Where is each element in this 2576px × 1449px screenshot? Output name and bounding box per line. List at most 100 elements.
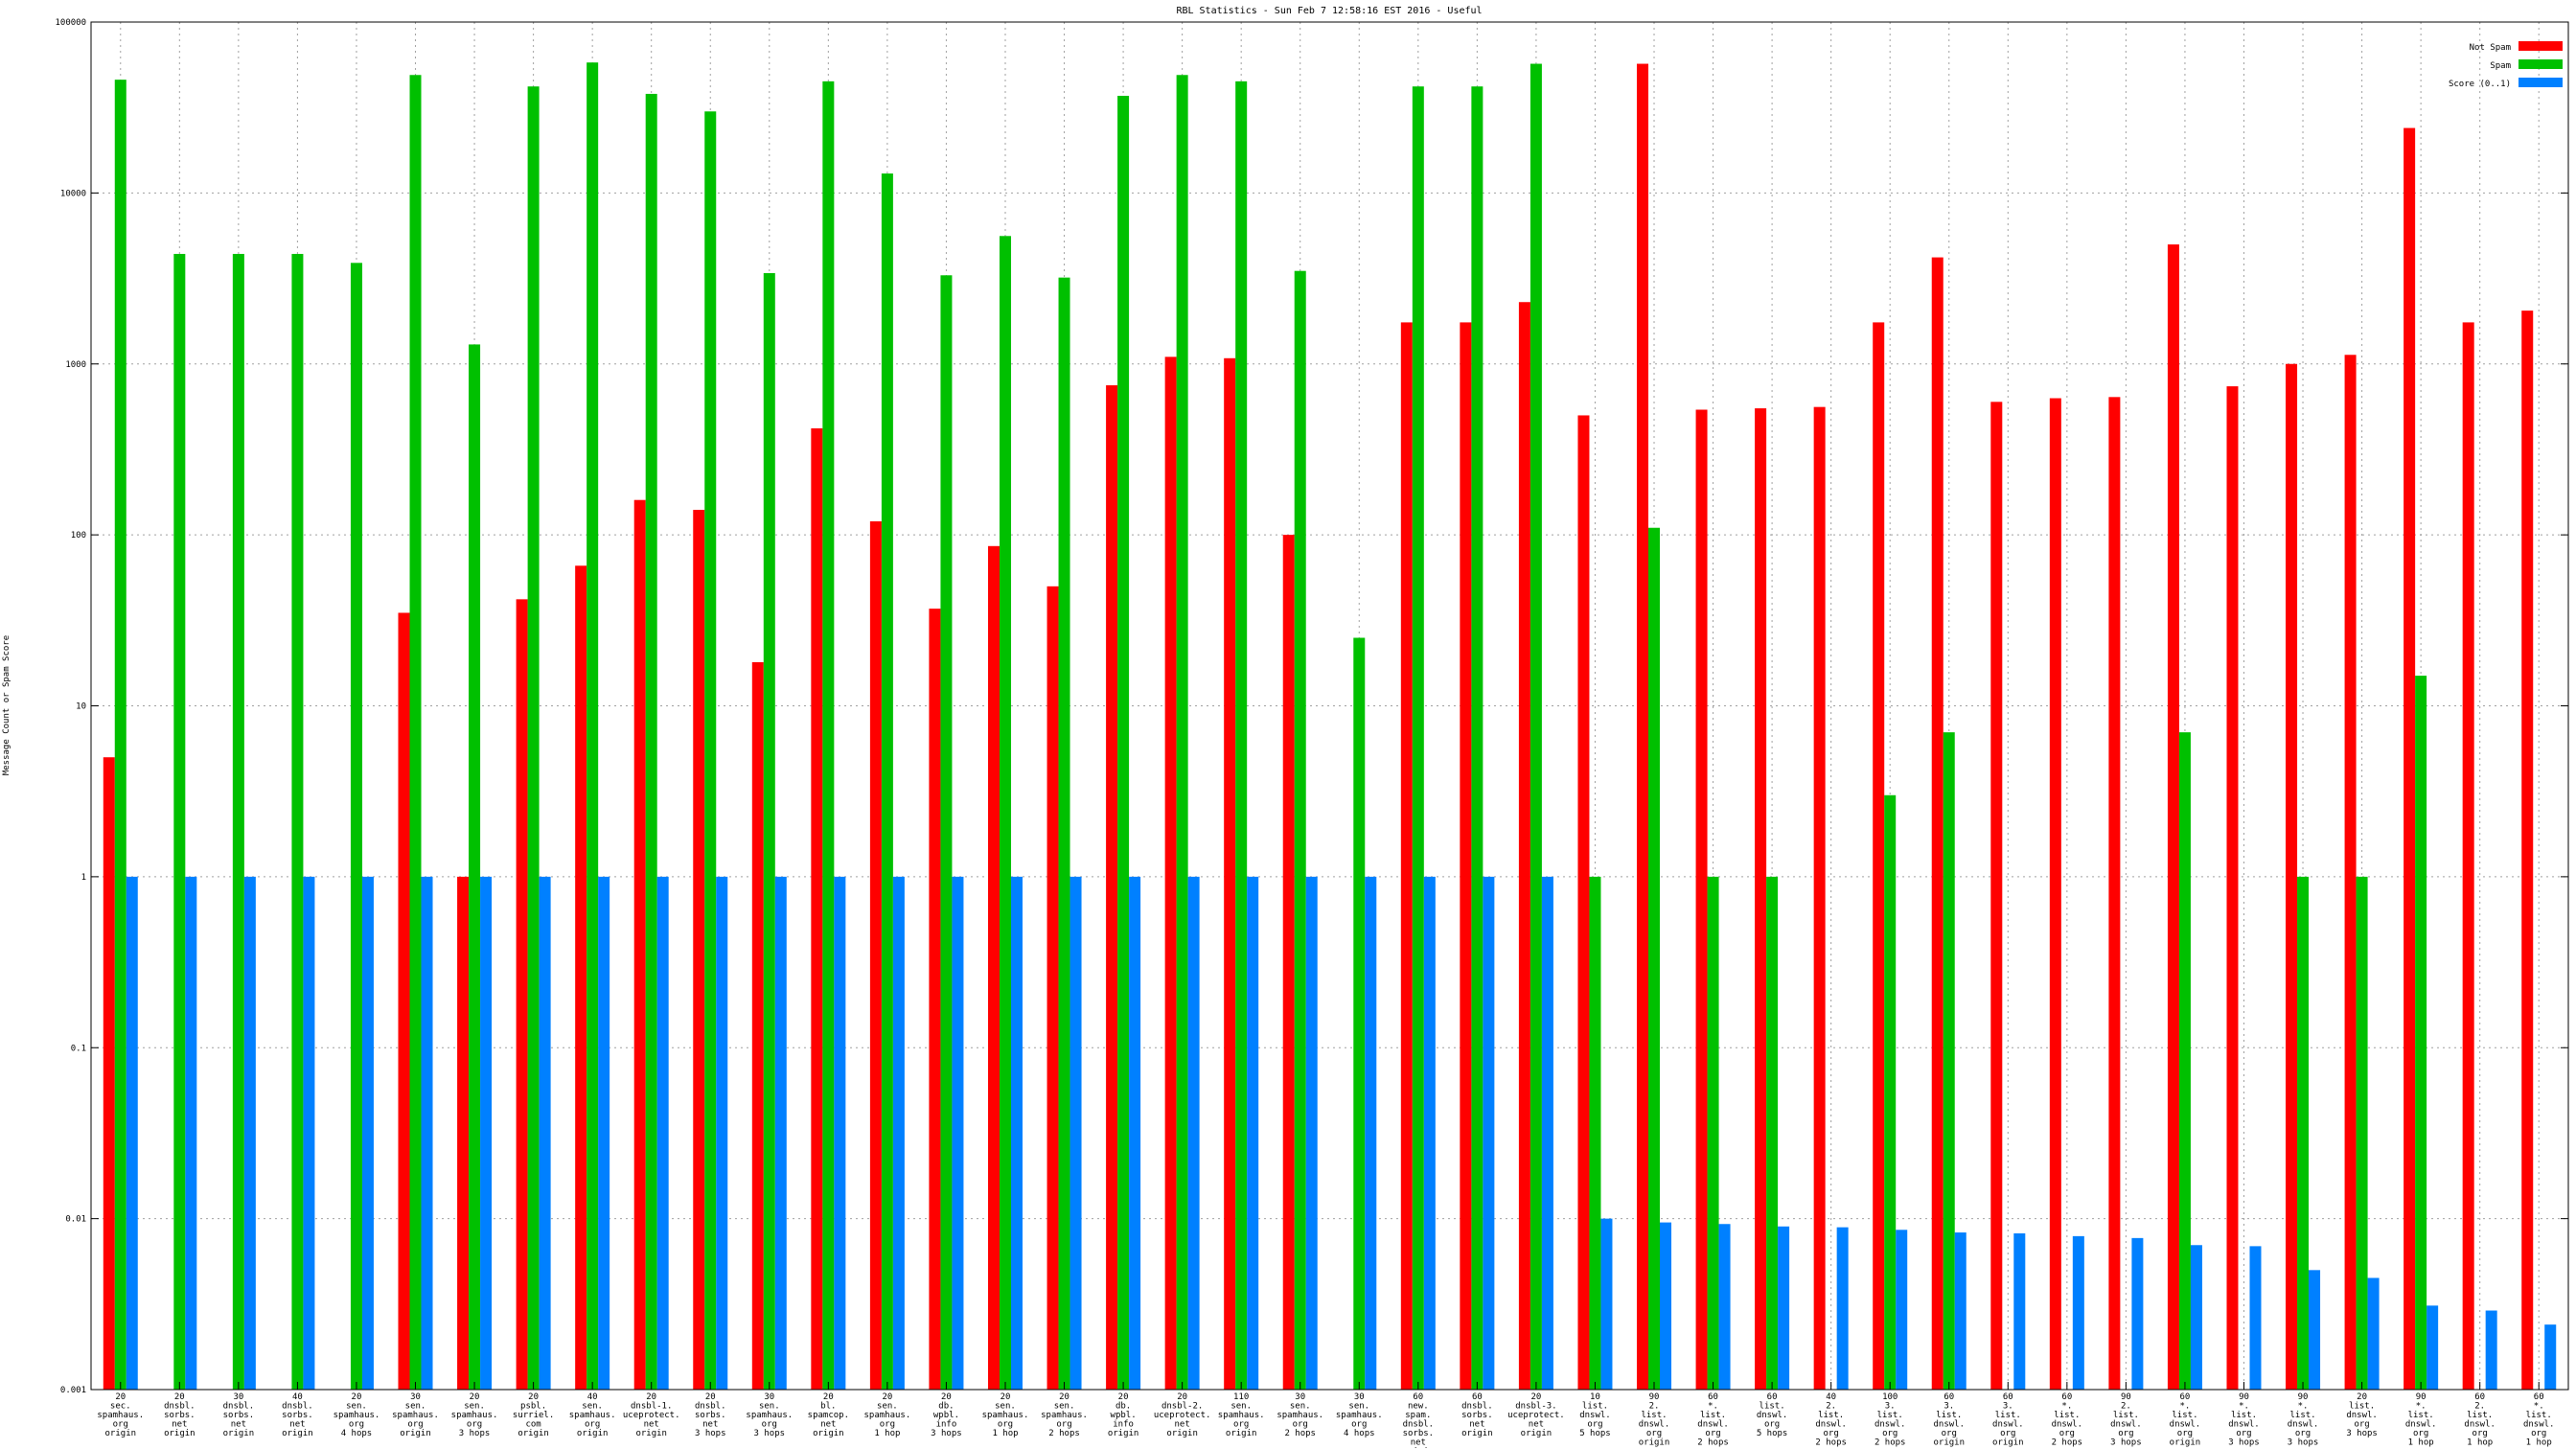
legend-label-score: Score (0..1) [2449,80,2511,89]
x-category-label: 10 list. dnswl. org 5 hops [1579,1392,1611,1438]
x-category-label-line: sorbs. [1403,1429,1435,1438]
x-category-label-line: org [585,1420,600,1430]
x-category-label-line: 5 hops [1579,1429,1611,1438]
y-tick-label: 0.1 [71,1044,86,1053]
x-category-label-line: 2 hops [1048,1429,1080,1438]
bar-not-spam [2108,397,2121,1391]
x-category-label-line: origin [1403,1447,1435,1449]
bar-spam [2297,876,2310,1390]
x-category-label: 40 sen. spamhaus. org origin [569,1392,616,1438]
x-category-label-line: net [820,1420,836,1430]
bar-not-spam [575,565,587,1390]
x-category-label-line: 30 [1295,1392,1305,1402]
bar-not-spam [693,510,705,1390]
x-category-label-line: org [998,1420,1013,1430]
x-category-label-line: wpbl. [1111,1411,1137,1420]
bar-not-spam [2404,127,2416,1391]
x-category-label-line: 60 [1944,1392,1954,1402]
x-category-label-line: sen. [1054,1402,1075,1412]
x-category-label: 20 dnsbl-3. uceprotect. net origin [1507,1392,1565,1438]
x-category-label-line: psbl. [520,1402,546,1412]
x-category-label-line: org [2177,1429,2193,1438]
bar-score [598,876,610,1390]
x-category-label-line: spamhaus. [1336,1411,1383,1420]
x-category-label-line: spamhaus. [1041,1411,1088,1420]
x-category-label-line: list. [2054,1411,2080,1420]
x-category-label-line: net [1469,1420,1484,1430]
x-category-label-line: org [1942,1429,1957,1438]
x-category-label-line: 2 hops [1815,1438,1847,1448]
x-category-label-line: *. [2298,1402,2309,1412]
x-category-label: 60 3. list. dnswl. org origin [1933,1392,1965,1448]
x-category-label: 30 sen. spamhaus. org 2 hops [1276,1392,1323,1438]
bar-not-spam [1106,385,1118,1391]
x-category-label-line: new. [1408,1402,1429,1412]
x-category-label-line: spamhaus. [864,1411,911,1420]
bar-score [185,876,197,1390]
x-category-label-line: 60 [1767,1392,1778,1402]
x-category-label-line: 110 [1233,1392,1249,1402]
x-category-label-line: org [2059,1429,2075,1438]
bar-score [1954,1232,1966,1390]
bar-spam [173,253,186,1390]
bar-score [1600,1218,1613,1390]
x-category-label-line: origin [1639,1438,1670,1448]
bar-not-spam [929,609,941,1390]
x-category-label-line: 20 [470,1392,480,1402]
x-category-label-line: dnswl. [2405,1420,2437,1430]
x-category-label: 110 sen. spamhaus. org origin [1218,1392,1265,1438]
x-category-label-line: 30 [233,1392,243,1402]
x-category-label-line: 1 hop [874,1429,900,1438]
x-category-label-line: sorbs. [164,1411,196,1420]
bar-not-spam [1813,406,1826,1390]
bar-not-spam [1695,409,1708,1390]
x-category-label-line: 5 hops [1757,1429,1788,1438]
x-category-label-line: spam. [1405,1411,1431,1420]
x-category-label-line: dnswl. [2523,1420,2555,1430]
x-category-label-line: *. [2534,1402,2544,1412]
x-category-label-line: 60 [2003,1392,2013,1402]
x-category-label-line: org [2354,1420,2369,1430]
x-category-label: 90 2. list. dnswl. org 3 hops [2110,1392,2142,1448]
x-category-label-line: uceprotect. [1154,1411,1211,1420]
x-category-label-line: *. [2239,1402,2249,1412]
x-category-label-line: origin [1108,1429,1139,1438]
x-category-label: 20 list. dnswl. org 3 hops [2346,1392,2378,1438]
x-category-label-line: dnsbl. [1461,1402,1493,1412]
x-category-label-line: 20 [823,1392,834,1402]
x-category-label-line: sen. [346,1402,367,1412]
bar-spam [1884,794,1897,1390]
x-category-label-line: dnswl. [2228,1420,2260,1430]
bar-score [1660,1222,1672,1390]
x-category-label-line: 3 hops [2228,1438,2260,1448]
x-category-label-line: info [936,1420,957,1430]
x-category-label-line: list. [1582,1402,1608,1412]
x-category-label-line: origin [400,1429,431,1438]
bar-score [2131,1237,2144,1390]
bar-spam [1412,86,1424,1391]
x-category-label-line: dnsbl. [1403,1420,1435,1430]
bar-score [1070,876,1082,1390]
bar-score [952,876,964,1390]
legend-swatch-score [2518,78,2563,87]
bar-spam [2356,876,2368,1390]
x-category-label: 20 sec. spamhaus. org origin [97,1392,144,1438]
x-category-label-line: dnswl. [1697,1420,1729,1430]
x-category-label-line: 3 hops [754,1429,786,1438]
legend-swatch-not-spam [2518,41,2563,51]
x-category-label: 60 *. list. dnswl. org 1 hop [2523,1392,2555,1448]
y-tick-label: 0.01 [65,1215,86,1225]
x-category-label-line: uceprotect. [1507,1411,1565,1420]
x-category-label-line: 3 hops [459,1429,491,1438]
x-category-label-line: origin [1166,1429,1198,1438]
x-category-label: 20 db. wpbl. info origin [1108,1392,1139,1438]
bar-spam [999,236,1011,1390]
x-category-label-line: origin [105,1429,137,1438]
x-category-label-line: origin [813,1429,844,1438]
x-category-label-line: origin [164,1429,196,1438]
bar-not-spam [987,545,1000,1390]
x-category-label-line: 4 hops [1344,1429,1375,1438]
y-axis-label: Message Count or Spam Score [2,635,12,775]
x-category-label-line: dnsbl-2. [1162,1402,1203,1412]
